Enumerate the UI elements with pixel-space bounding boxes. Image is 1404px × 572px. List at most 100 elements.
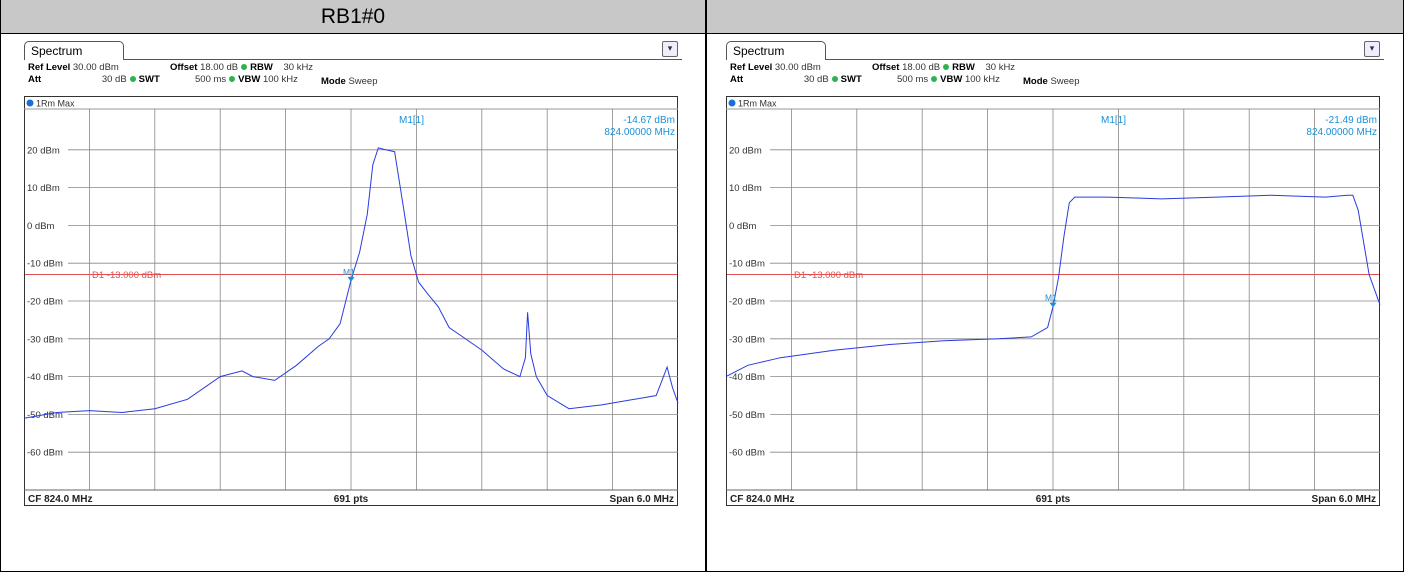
display-line-label: D1 -13.000 dBm [794, 270, 863, 281]
rbw-value: 30 kHz [283, 62, 314, 73]
spectrum-panel-2: Spectrum ▾ Ref Level 30.00 dBm Offset 18… [722, 38, 1384, 510]
y-tick-label: -30 dBm [729, 334, 765, 345]
y-tick-label: -20 dBm [27, 297, 63, 308]
spectrum-chart-2: 1Rm Max 20 dBm 10 dBm 0 dBm -10 dBm -20 dBm -3… [725, 96, 1381, 506]
ref-level-label: Ref Level [28, 62, 71, 73]
marker-level: -14.67 dBm [623, 115, 675, 126]
status-dot-icon [831, 76, 838, 82]
tab-underline [124, 59, 682, 60]
y-tick-label: 0 dBm [27, 221, 55, 232]
rbw-label: RBW [250, 62, 273, 73]
y-tick-label: -50 dBm [729, 410, 765, 421]
marker-frequency: 824.00000 MHz [1306, 127, 1377, 138]
trace-label: 1Rm Max [36, 99, 75, 109]
mode-param: Mode Sweep [1023, 76, 1080, 87]
vbw-label: VBW [238, 74, 261, 85]
y-tick-label: 10 dBm [27, 183, 60, 194]
offset-label: Offset [170, 62, 198, 73]
marker-name: M1[1] [399, 115, 424, 126]
rbw-label: RBW [952, 62, 975, 73]
y-tick-label: -20 dBm [729, 297, 765, 308]
tab-spectrum[interactable]: Spectrum [726, 41, 826, 60]
status-dot-icon [943, 64, 950, 70]
ref-level-label: Ref Level [730, 62, 773, 73]
marker-level: -21.49 dBm [1325, 115, 1377, 126]
ref-level-param: Ref Level 30.00 dBm [28, 62, 119, 73]
column-divider [705, 0, 707, 571]
marker-label: M1 [1045, 293, 1057, 303]
vbw-label: VBW [940, 74, 963, 85]
y-tick-label: 10 dBm [729, 183, 762, 194]
y-tick-label: -60 dBm [27, 448, 63, 459]
mode-value: Sweep [1050, 76, 1080, 87]
att-param: Att 30 dB SWT [28, 74, 160, 85]
vbw-value: 100 kHz [262, 74, 298, 85]
offset-param: Offset 18.00 dB RBW 30 kHz [170, 62, 313, 73]
y-tick-label: 20 dBm [729, 145, 762, 156]
tab-bar: Spectrum ▾ [20, 38, 682, 60]
marker-label: M1 [343, 267, 355, 277]
spectrum-chart-1: 1Rm Max 20 dBm 10 dBm 0 dBm -10 dBm -20 dBm -3… [23, 96, 679, 506]
mode-label: Mode [321, 76, 346, 87]
y-tick-label: -40 dBm [27, 372, 63, 383]
y-tick-label: -10 dBm [729, 259, 765, 270]
ref-level-param: Ref Level 30.00 dBm [730, 62, 821, 73]
tab-spectrum[interactable]: Spectrum [24, 41, 124, 60]
ref-level-value: 30.00 dBm [774, 62, 821, 73]
points-label: 691 pts [334, 494, 369, 505]
rbw-value: 30 kHz [985, 62, 1016, 73]
marker-frequency: 824.00000 MHz [604, 127, 675, 138]
span-label: Span 6.0 MHz [1312, 494, 1376, 505]
att-param: Att 30 dB SWT [730, 74, 862, 85]
marker-m1-icon [1049, 302, 1057, 308]
offset-value: 18.00 dB [200, 62, 239, 73]
swt-label: SWT [840, 74, 862, 85]
swt-value: 500 ms [897, 74, 929, 85]
swt-value: 500 ms [195, 74, 227, 85]
menu-icon[interactable]: ▾ [662, 41, 678, 57]
mode-param: Mode Sweep [321, 76, 378, 87]
trace-indicator-icon [728, 99, 736, 107]
mode-label: Mode [1023, 76, 1048, 87]
y-tick-label: -40 dBm [729, 372, 765, 383]
marker-name: M1[1] [1101, 115, 1126, 126]
trace-label: 1Rm Max [738, 99, 777, 109]
center-frequency-label: CF 824.0 MHz [28, 494, 92, 505]
att-label: Att [28, 74, 42, 85]
marker-m1-icon [347, 276, 355, 282]
swt-vbw-param: 500 ms VBW 100 kHz [195, 74, 298, 85]
att-value: 30 dB [101, 74, 127, 85]
spectrum-trace [23, 147, 679, 419]
header-cell-left: RB1#0 [1, 0, 705, 34]
status-dot-icon [931, 76, 938, 82]
tab-bar: Spectrum ▾ [722, 38, 1384, 60]
center-frequency-label: CF 824.0 MHz [730, 494, 794, 505]
y-tick-label: -50 dBm [27, 410, 63, 421]
mode-value: Sweep [348, 76, 378, 87]
span-label: Span 6.0 MHz [610, 494, 674, 505]
trace-indicator-icon [26, 99, 34, 107]
swt-label: SWT [138, 74, 160, 85]
header-cell-right [707, 0, 1403, 34]
ref-level-value: 30.00 dBm [72, 62, 119, 73]
y-tick-label: -30 dBm [27, 334, 63, 345]
offset-value: 18.00 dB [902, 62, 941, 73]
vbw-value: 100 kHz [964, 74, 1000, 85]
header-title: RB1#0 [320, 4, 386, 28]
att-value: 30 dB [803, 74, 829, 85]
tab-underline [826, 59, 1384, 60]
spectrum-panel-1: Spectrum ▾ Ref Level 30.00 dBm Offset 18… [20, 38, 682, 510]
offset-label: Offset [872, 62, 900, 73]
y-tick-label: 20 dBm [27, 145, 60, 156]
spectrum-trace [725, 194, 1381, 378]
status-dot-icon [241, 64, 248, 70]
display-line-label: D1 -13.000 dBm [92, 270, 161, 281]
menu-icon[interactable]: ▾ [1364, 41, 1380, 57]
swt-vbw-param: 500 ms VBW 100 kHz [897, 74, 1000, 85]
y-tick-label: -10 dBm [27, 259, 63, 270]
status-dot-icon [229, 76, 236, 82]
att-label: Att [730, 74, 744, 85]
points-label: 691 pts [1036, 494, 1071, 505]
status-dot-icon [129, 76, 136, 82]
